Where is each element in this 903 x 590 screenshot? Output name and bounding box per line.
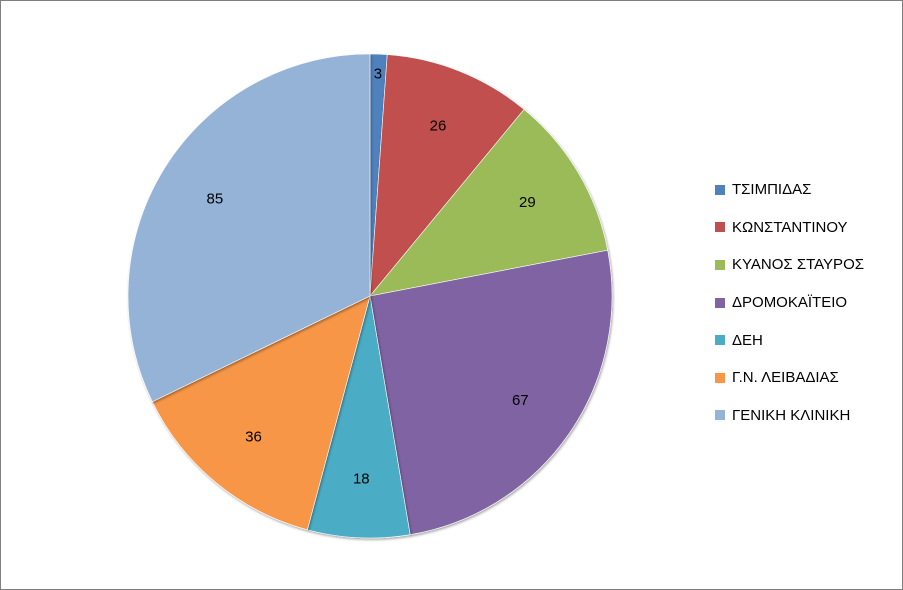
data-label-6: 36	[245, 429, 262, 446]
pie-slice-6	[151, 295, 371, 531]
legend-item-6: Γ.Ν. ΛΕΙΒΑΔΙΑΣ	[715, 359, 900, 397]
legend-item-4: ΔΡΟΜΟΚΑΪΤΕΙΟ	[715, 284, 900, 322]
legend-swatch	[715, 297, 725, 308]
legend: ΤΣΙΜΠΙΔΑΣ ΚΩΝΣΤΑΝΤΙΝΟΥ ΚΥΑΝΟΣ ΣΤΑΥΡΟΣ ΔΡΟΜΟ…	[715, 171, 900, 434]
legend-label: Γ.Ν. ΛΕΙΒΑΔΙΑΣ	[732, 369, 839, 387]
legend-swatch	[715, 410, 725, 421]
legend-label: ΤΣΙΜΠΙΔΑΣ	[732, 181, 812, 199]
data-label-4: 67	[512, 392, 529, 409]
legend-item-5: ΔΕΗ	[715, 321, 900, 359]
data-label-7: 85	[207, 190, 224, 207]
legend-item-1: ΤΣΙΜΠΙΔΑΣ	[715, 171, 900, 209]
data-label-1: 3	[374, 66, 382, 83]
legend-swatch	[715, 259, 725, 270]
legend-swatch	[715, 335, 725, 346]
legend-label: ΔΡΟΜΟΚΑΪΤΕΙΟ	[732, 294, 848, 312]
pie-slice-2	[369, 54, 525, 297]
legend-item-3: ΚΥΑΝΟΣ ΣΤΑΥΡΟΣ	[715, 246, 900, 284]
pie-slice-3	[369, 108, 608, 297]
legend-swatch	[715, 184, 725, 195]
legend-label: ΔΕΗ	[732, 331, 763, 349]
pie-slice-7	[127, 53, 371, 403]
legend-item-7: ΓΕΝΙΚΗ ΚΛΙΝΙΚΗ	[715, 397, 900, 435]
legend-swatch	[715, 372, 725, 383]
legend-label: ΓΕΝΙΚΗ ΚΛΙΝΙΚΗ	[732, 406, 851, 424]
data-label-2: 26	[430, 118, 447, 135]
data-label-5: 18	[353, 470, 370, 487]
data-label-3: 29	[519, 194, 536, 211]
pie-data-labels: 3 26 29 67 18 36 85	[207, 66, 536, 488]
legend-item-2: ΚΩΝΣΤΑΝΤΙΝΟΥ	[715, 209, 900, 247]
legend-label: ΚΩΝΣΤΑΝΤΙΝΟΥ	[732, 218, 848, 236]
legend-swatch	[715, 222, 725, 233]
pie-slices	[127, 53, 613, 539]
legend-label: ΚΥΑΝΟΣ ΣΤΑΥΡΟΣ	[732, 256, 865, 274]
pie-slice-4	[369, 249, 613, 535]
